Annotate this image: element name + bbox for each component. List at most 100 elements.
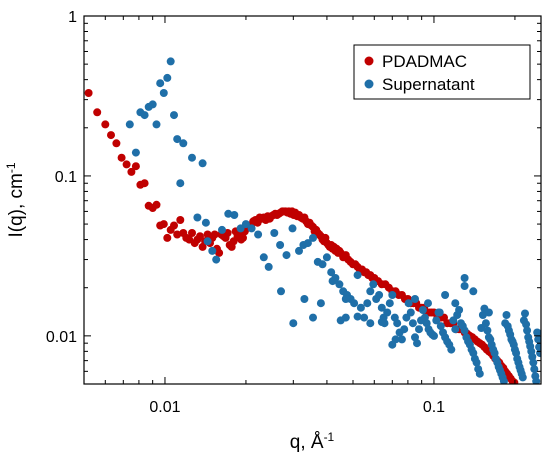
legend-box: [353, 44, 531, 100]
data-point-supernatant: [522, 320, 531, 329]
data-point-pdadmac: [239, 233, 247, 242]
data-point-supernatant: [208, 246, 217, 255]
legend-label-supernatant: Supernatant: [382, 75, 475, 94]
data-point-supernatant: [441, 291, 450, 299]
data-point-supernatant: [353, 271, 362, 280]
data-point-supernatant: [385, 299, 394, 308]
data-point-supernatant: [277, 287, 285, 296]
data-point-pdadmac: [510, 378, 519, 384]
data-point-supernatant: [451, 299, 460, 308]
data-point-supernatant: [481, 319, 490, 328]
data-point-supernatant: [521, 309, 529, 318]
data-point-pdadmac: [93, 108, 102, 117]
data-point-supernatant: [532, 377, 541, 384]
data-point-supernatant: [247, 224, 256, 233]
data-point-supernatant: [366, 319, 375, 328]
data-point-supernatant: [259, 253, 268, 262]
data-point-supernatant: [534, 335, 541, 344]
data-point-supernatant: [460, 326, 469, 335]
data-point-supernatant: [173, 135, 182, 144]
data-point-pdadmac: [215, 248, 224, 257]
data-point-supernatant: [295, 246, 303, 255]
data-point-supernatant: [397, 335, 406, 344]
data-point-supernatant: [499, 377, 508, 384]
data-point-supernatant: [388, 340, 397, 349]
data-point-supernatant: [264, 262, 273, 271]
data-point-supernatant: [224, 209, 233, 218]
data-point-supernatant: [193, 213, 202, 222]
data-point-pdadmac: [210, 230, 219, 239]
data-point-supernatant: [318, 260, 327, 269]
data-point-supernatant: [530, 365, 539, 374]
data-point-supernatant: [388, 291, 397, 299]
data-point-supernatant: [170, 111, 178, 120]
data-point-supernatant: [377, 303, 386, 312]
x-tick-label: 0.01: [149, 399, 180, 416]
data-point-supernatant: [140, 111, 149, 120]
data-point-supernatant: [230, 211, 239, 219]
data-point-supernatant: [125, 120, 134, 129]
data-point-supernatant: [518, 373, 527, 382]
data-point-supernatant: [430, 331, 438, 340]
data-point-supernatant: [400, 325, 409, 334]
legend-label-pdadmac: PDADMAC: [382, 52, 467, 71]
data-point-supernatant: [327, 268, 336, 277]
data-point-supernatant: [460, 282, 469, 290]
data-point-supernatant: [356, 303, 365, 312]
data-point-supernatant: [176, 179, 185, 188]
data-point-supernatant: [303, 239, 312, 248]
data-point-supernatant: [436, 322, 445, 331]
plot-frame: [83, 15, 542, 385]
data-point-pdadmac: [159, 220, 168, 229]
x-axis-title: q, Å-1: [290, 430, 335, 453]
data-point-supernatant: [188, 153, 196, 162]
data-point-supernatant: [451, 325, 460, 334]
data-point-pdadmac: [140, 179, 149, 188]
data-point-supernatant: [432, 316, 441, 325]
y-tick-label: 0.01: [46, 329, 77, 346]
data-point-pdadmac: [127, 167, 136, 176]
data-point-supernatant: [366, 287, 375, 296]
data-point-supernatant: [159, 89, 168, 97]
data-point-supernatant: [309, 233, 317, 242]
data-point-supernatant: [369, 280, 378, 289]
data-point-supernatant: [478, 311, 487, 319]
data-point-supernatant: [156, 79, 165, 88]
data-point-supernatant: [404, 299, 413, 308]
data-point-supernatant: [328, 277, 337, 286]
data-point-pdadmac: [112, 139, 121, 148]
y-axis-title: I(q), cm-1: [4, 162, 27, 237]
data-point-supernatant: [475, 369, 484, 378]
legend-marker-pdadmac: [364, 56, 374, 66]
data-point-supernatant: [533, 328, 541, 337]
data-point-pdadmac: [117, 153, 126, 162]
data-point-supernatant: [309, 313, 317, 322]
data-point-supernatant: [469, 287, 478, 296]
data-point-supernatant: [460, 274, 469, 282]
data-point-supernatant: [254, 230, 263, 239]
data-point-supernatant: [502, 311, 511, 319]
data-point-supernatant: [276, 241, 285, 249]
data-point-supernatant: [336, 316, 345, 325]
data-point-supernatant: [536, 349, 541, 358]
data-point-supernatant: [350, 299, 359, 308]
data-point-supernatant: [201, 218, 210, 227]
y-tick-label: 1: [68, 9, 77, 26]
data-point-supernatant: [270, 229, 279, 237]
data-point-supernatant: [447, 345, 456, 354]
data-point-supernatant: [322, 253, 331, 262]
data-point-supernatant: [289, 319, 298, 328]
data-point-supernatant: [411, 295, 419, 303]
data-point-supernatant: [148, 100, 157, 109]
data-point-supernatant: [393, 319, 402, 328]
data-point-supernatant: [166, 57, 175, 66]
data-point-supernatant: [455, 306, 464, 314]
data-point-supernatant: [435, 308, 444, 317]
data-point-supernatant: [282, 251, 291, 260]
data-point-supernatant: [418, 306, 427, 314]
data-point-supernatant: [300, 295, 309, 303]
data-point-supernatant: [363, 299, 372, 308]
data-point-pdadmac: [152, 200, 161, 209]
data-point-supernatant: [218, 225, 226, 234]
